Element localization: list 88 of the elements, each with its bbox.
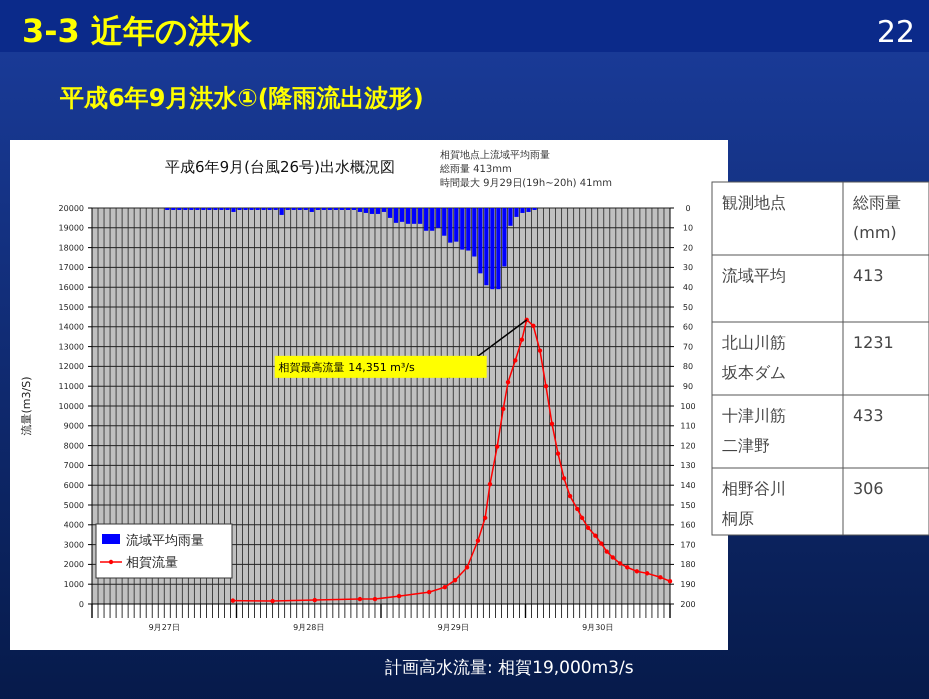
y2-tick-label: 190 xyxy=(680,580,696,589)
y-tick-label: 13000 xyxy=(58,342,84,352)
y2-tick-label: 180 xyxy=(680,560,696,570)
legend-label: 流域平均雨量 xyxy=(126,532,204,549)
y2-tick-label: 90 xyxy=(682,382,694,391)
y2-tick-label: 70 xyxy=(682,342,694,352)
y-tick-label: 2000 xyxy=(64,560,84,570)
bar xyxy=(514,208,519,217)
annotation: 相賀最高流量 14,351 m³/s xyxy=(278,360,416,374)
y-tick-label: 17000 xyxy=(58,263,84,272)
y2-tick-label: 200 xyxy=(680,600,696,609)
y-tick-label: 7000 xyxy=(64,461,84,470)
text: 相賀地点上流域平均雨量 xyxy=(440,149,550,161)
bar xyxy=(370,208,374,214)
bar xyxy=(376,208,380,214)
x-tick-label: 9月30日 xyxy=(582,623,614,632)
y2-tick-label: 120 xyxy=(680,441,696,450)
data-label: 1231 xyxy=(853,333,894,352)
y-tick-label: 10000 xyxy=(58,402,84,411)
chart-title: 平成6年9月(台風26号)出水概況図 xyxy=(165,158,395,176)
y2-tick-label: 140 xyxy=(680,481,696,490)
category-label: 北山川筋坂本ダム xyxy=(721,333,786,382)
y-tick-label: 1000 xyxy=(64,580,84,589)
bar xyxy=(382,208,386,212)
bar xyxy=(394,208,398,223)
data-label: 306 xyxy=(853,479,884,498)
text: 総雨量 413mm xyxy=(439,163,512,175)
bar xyxy=(418,208,422,224)
bar xyxy=(358,208,362,212)
y2-tick-label: 60 xyxy=(682,322,694,332)
text: 時間最大 9月29日(19h~20h) 41mm xyxy=(440,177,612,189)
y-tick-label: 14000 xyxy=(58,322,84,332)
y-tick-label: 16000 xyxy=(58,283,84,292)
bar xyxy=(520,208,525,213)
y2-tick-label: 110 xyxy=(680,422,696,431)
bar xyxy=(231,208,236,212)
y2-tick-label: 150 xyxy=(680,500,696,510)
y-tick-label: 5000 xyxy=(64,500,84,510)
x-tick-label: 9月27日 xyxy=(148,623,180,632)
y2-tick-label: 130 xyxy=(680,461,696,470)
y-tick-label: 15000 xyxy=(58,302,84,312)
y-tick-label: 0 xyxy=(78,600,84,609)
bar xyxy=(412,208,416,224)
bar xyxy=(526,208,531,212)
y2-tick-label: 80 xyxy=(682,362,694,372)
data-label: 433 xyxy=(853,406,884,425)
y-axis-title: 流量(m3/S) xyxy=(20,376,33,436)
y-tick-label: 6000 xyxy=(64,481,84,490)
category-label: 十津川筋二津野 xyxy=(722,406,786,455)
y2-tick-label: 170 xyxy=(680,540,696,550)
y2-tick-label: 40 xyxy=(682,283,694,292)
bar xyxy=(508,208,513,226)
bar xyxy=(490,208,494,290)
y2-tick-label: 20 xyxy=(682,243,694,252)
text: 総雨量 (mm) xyxy=(852,193,901,242)
x-tick-label: 9月29日 xyxy=(438,623,469,632)
y2-tick-label: 160 xyxy=(680,520,696,530)
y-tick-label: 18000 xyxy=(58,243,84,252)
text: 計画高水流量: 相賀19,000m3/s xyxy=(385,658,634,678)
data-label: 413 xyxy=(853,266,884,285)
y2-tick-label: 30 xyxy=(682,263,694,272)
text: 平成6年9月洪水①(降雨流出波形) xyxy=(59,84,424,112)
category-label: 相野谷川桐原 xyxy=(721,479,786,528)
y-tick-label: 20000 xyxy=(58,204,84,213)
y-tick-label: 3000 xyxy=(64,540,84,550)
bar xyxy=(406,208,410,224)
text: 観測地点 xyxy=(722,193,786,212)
category-label: 流域平均 xyxy=(722,266,786,285)
bar xyxy=(400,208,404,222)
text: 3-3 近年の洪水 xyxy=(22,12,253,50)
y-tick-label: 4000 xyxy=(64,520,84,530)
y2-tick-label: 100 xyxy=(680,402,696,411)
bar xyxy=(364,208,368,213)
bar xyxy=(388,208,392,218)
y-tick-label: 11000 xyxy=(58,382,84,391)
text: 22 xyxy=(876,15,915,50)
y-tick-label: 8000 xyxy=(64,441,84,450)
y-tick-label: 19000 xyxy=(58,224,84,233)
y2-tick-label: 10 xyxy=(682,224,694,233)
y2-tick-label: 0 xyxy=(685,204,691,213)
y-tick-label: 12000 xyxy=(58,362,84,372)
x-tick-label: 9月28日 xyxy=(293,623,324,632)
y-tick-label: 9000 xyxy=(64,422,84,431)
legend-label: 相賀流量 xyxy=(126,554,178,571)
y2-tick-label: 50 xyxy=(682,302,694,312)
bar xyxy=(484,208,488,286)
bar xyxy=(496,208,501,290)
bar xyxy=(502,208,507,266)
